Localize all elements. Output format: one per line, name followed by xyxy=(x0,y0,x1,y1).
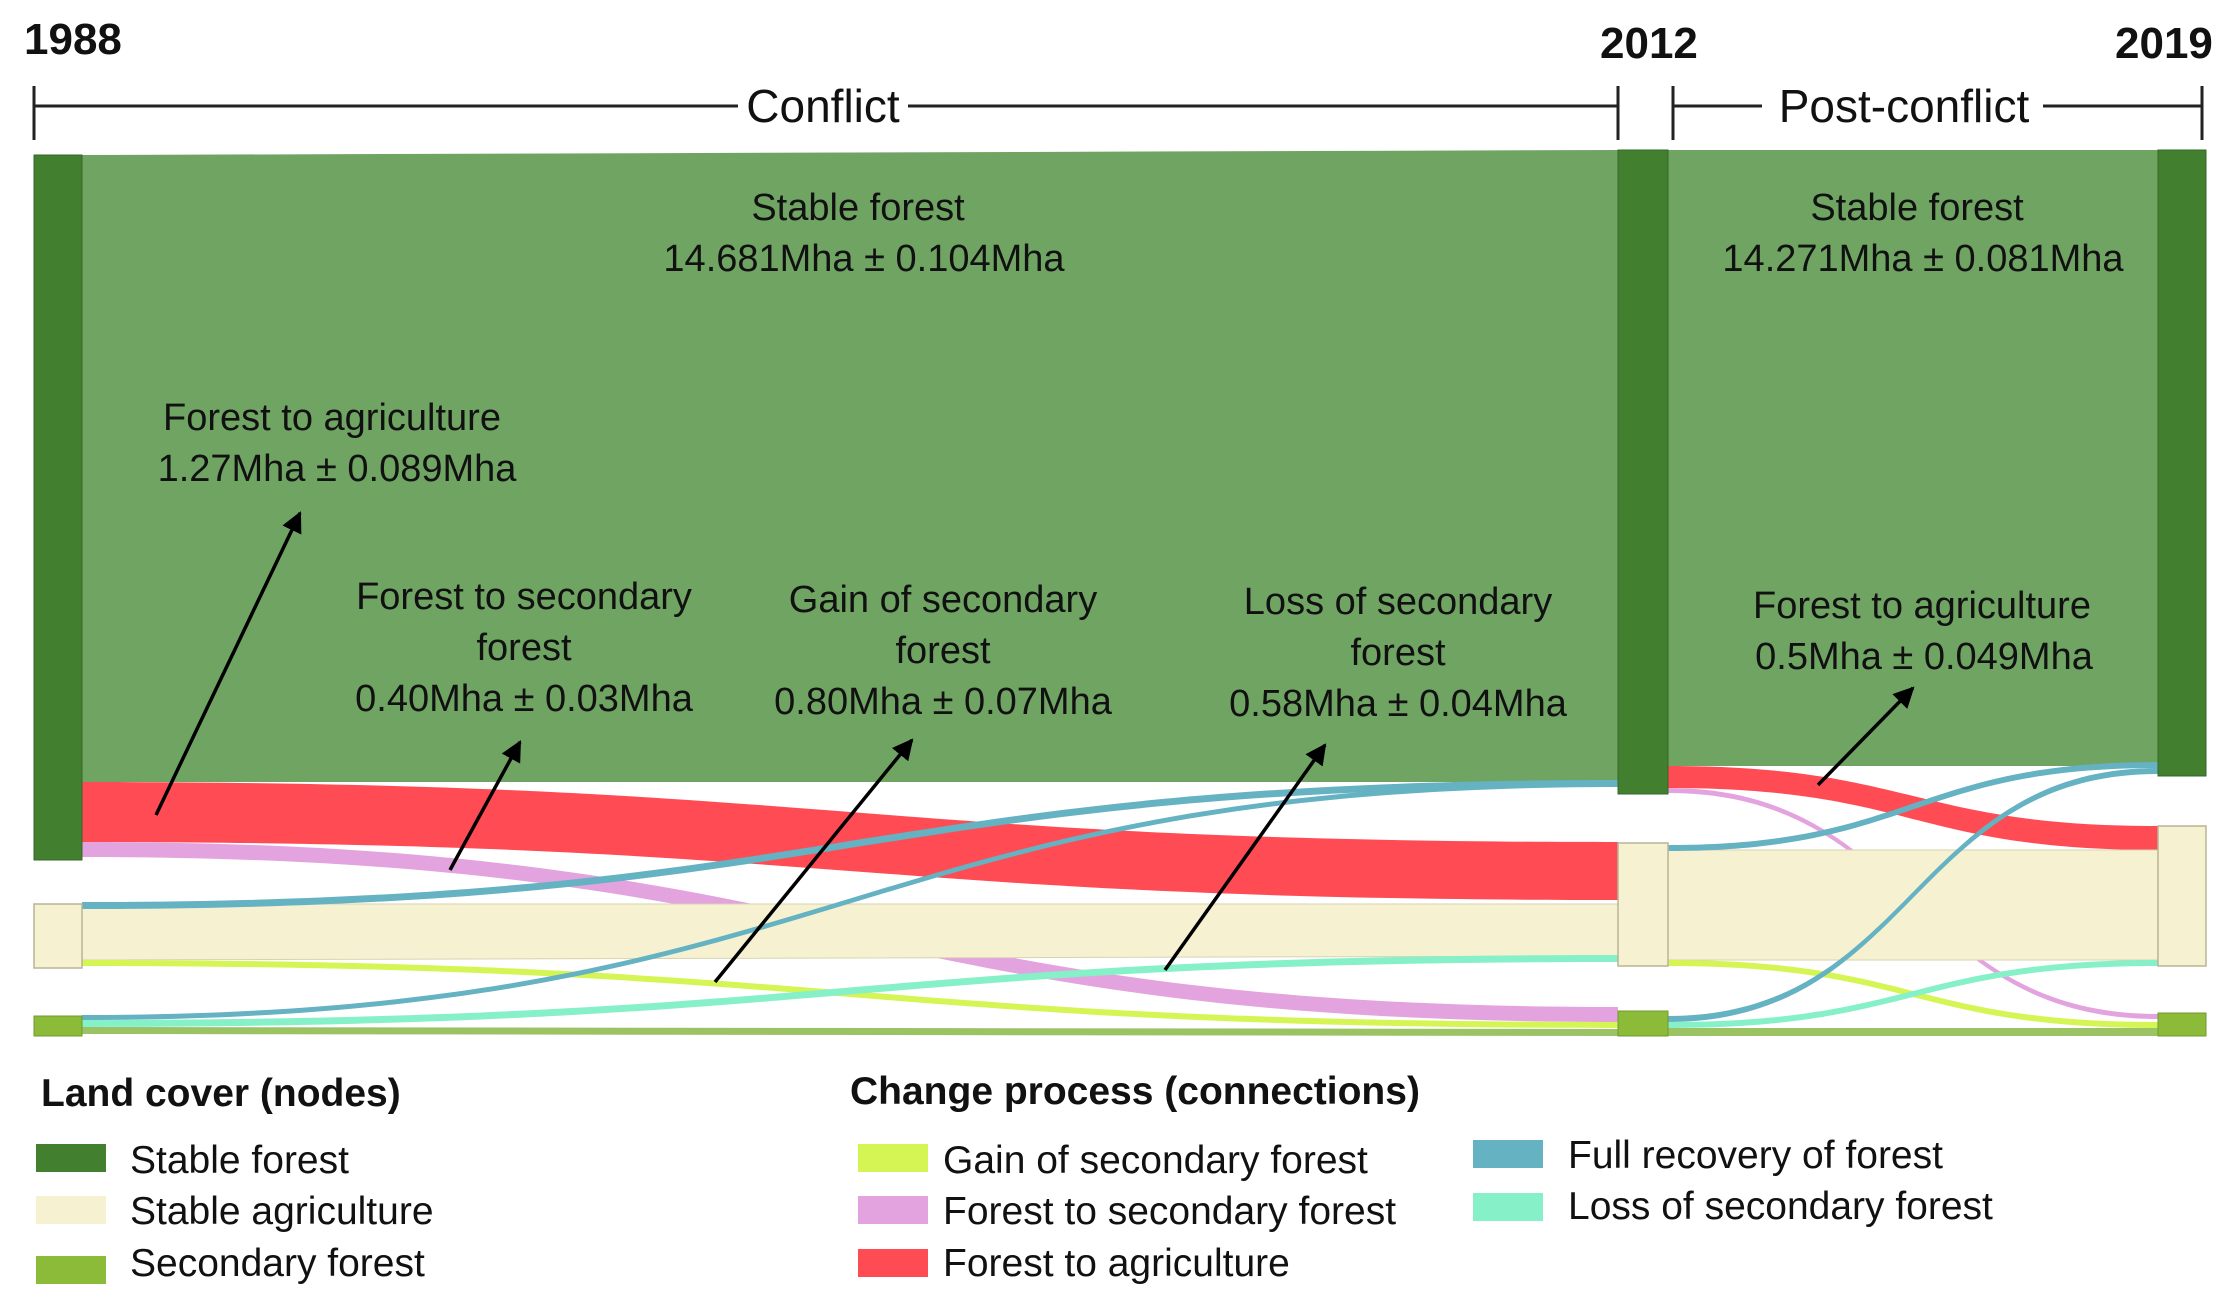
flows-conflict xyxy=(81,150,1619,1036)
flow-labels: Stable forest 14.681Mha ± 0.104Mha Fores… xyxy=(158,187,2125,725)
flow-recovery-agri-conflict xyxy=(82,780,1618,909)
nodes xyxy=(33,149,2207,1037)
legend-conn-loss-secondary: Loss of secondary forest xyxy=(1568,1185,1993,1228)
label-c-loss-title-2: forest xyxy=(1350,632,1445,674)
label-c-f2a-value: 1.27Mha ± 0.089Mha xyxy=(158,448,518,490)
legend-swatch-stable-forest xyxy=(36,1144,106,1172)
arrow-c-loss-secondary xyxy=(1163,743,1327,972)
label-c-gain-title-1: Gain of secondary xyxy=(789,579,1097,621)
node-2019-stable-agriculture xyxy=(2157,825,2207,967)
annotation-arrows xyxy=(154,511,1915,984)
legend-swatch-full-recovery xyxy=(1473,1140,1543,1168)
legend-conn-full-recovery: Full recovery of forest xyxy=(1568,1134,1943,1177)
flow-recovery-agri-post xyxy=(1668,762,2158,851)
flow-stable-forest-post xyxy=(1668,150,2158,766)
label-c-loss-title-1: Loss of secondary xyxy=(1244,581,1552,623)
flow-stable-agriculture-conflict xyxy=(81,903,1619,961)
legend-node-stable-agriculture: Stable agriculture xyxy=(130,1190,434,1233)
flow-stable-secondary-conflict xyxy=(82,1027,1618,1036)
label-p-stable-title: Stable forest xyxy=(1810,187,2024,229)
node-2012-stable-forest xyxy=(1617,149,1669,795)
year-2012: 2012 xyxy=(1600,19,1698,68)
arrow-p-forest-to-agriculture xyxy=(1816,686,1915,787)
node-1988-stable-agriculture xyxy=(33,903,83,969)
legend-nodes-title: Land cover (nodes) xyxy=(41,1072,401,1115)
label-c-gain-value: 0.80Mha ± 0.07Mha xyxy=(774,681,1113,723)
label-c-f2s-value: 0.40Mha ± 0.03Mha xyxy=(355,678,694,720)
node-1988-secondary-forest xyxy=(33,1015,83,1037)
legend-swatch-gain-secondary xyxy=(858,1144,928,1172)
legend-swatch-forest-to-agriculture xyxy=(858,1249,928,1277)
legend-conn-forest-to-agriculture: Forest to agriculture xyxy=(943,1242,1290,1285)
node-1988-stable-forest xyxy=(33,154,83,861)
label-c-f2s-title-1: Forest to secondary xyxy=(356,576,692,618)
label-c-loss-value: 0.58Mha ± 0.04Mha xyxy=(1229,683,1568,725)
flow-loss-secondary-post xyxy=(1668,960,2158,1028)
flow-stable-secondary-post xyxy=(1668,1028,2158,1036)
arrow-c-forest-to-agriculture xyxy=(154,511,302,816)
legend-swatch-stable-agriculture xyxy=(36,1196,106,1224)
legend-swatch-secondary-forest xyxy=(36,1256,106,1284)
year-1988: 1988 xyxy=(24,15,122,64)
label-c-stable-title: Stable forest xyxy=(751,187,965,229)
legend-node-stable-forest: Stable forest xyxy=(130,1139,349,1182)
arrow-c-gain-secondary xyxy=(713,738,914,984)
node-2019-stable-forest xyxy=(2157,149,2207,777)
flow-loss-secondary-conflict xyxy=(82,955,1618,1027)
flow-stable-agriculture-post xyxy=(1667,849,2159,961)
legend-swatch-forest-to-secondary xyxy=(858,1196,928,1224)
year-2019: 2019 xyxy=(2115,19,2213,68)
label-c-f2s-title-2: forest xyxy=(476,627,571,669)
label-c-stable-value: 14.681Mha ± 0.104Mha xyxy=(663,238,1065,280)
node-2012-secondary-forest xyxy=(1617,1010,1669,1037)
legend-conn-forest-to-secondary: Forest to secondary forest xyxy=(943,1190,1396,1233)
timeline: 1988 2012 2019 Conflict Post-conflict xyxy=(24,15,2213,140)
legend-node-secondary-forest: Secondary forest xyxy=(130,1242,425,1285)
label-p-f2a-value: 0.5Mha ± 0.049Mha xyxy=(1755,636,2094,678)
node-2012-stable-agriculture xyxy=(1617,842,1669,967)
flow-recovery-secondary-post xyxy=(1668,768,2158,1022)
label-c-f2a-title: Forest to agriculture xyxy=(163,397,501,439)
label-c-gain-title-2: forest xyxy=(895,630,990,672)
legend-swatch-loss-secondary xyxy=(1473,1193,1543,1221)
flows-post-conflict xyxy=(1667,150,2159,1036)
label-p-stable-value: 14.271Mha ± 0.081Mha xyxy=(1722,238,2124,280)
legend-connections-title: Change process (connections) xyxy=(850,1070,1420,1113)
arrow-c-forest-to-secondary xyxy=(448,740,522,871)
node-2019-secondary-forest xyxy=(2157,1012,2207,1037)
legend-conn-gain-secondary: Gain of secondary forest xyxy=(943,1139,1368,1182)
period-post-conflict: Post-conflict xyxy=(1779,80,2030,132)
flow-recovery-secondary-conflict xyxy=(82,782,1618,1020)
period-conflict: Conflict xyxy=(746,80,900,132)
label-p-f2a-title: Forest to agriculture xyxy=(1753,585,2091,627)
legend: Land cover (nodes) Stable forest Stable … xyxy=(36,1070,1993,1285)
flow-stable-forest-conflict xyxy=(82,150,1618,782)
